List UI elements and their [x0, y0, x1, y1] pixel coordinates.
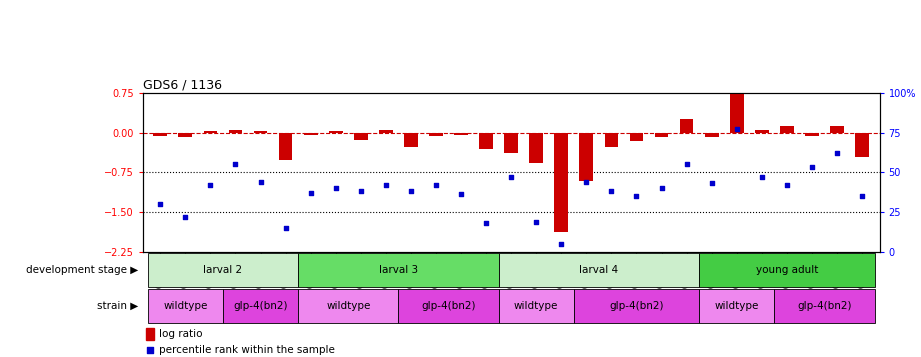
Point — [830, 150, 845, 156]
Bar — [253, 131, 267, 132]
Point — [143, 347, 157, 353]
Bar — [805, 132, 819, 136]
Point — [329, 185, 344, 191]
Point — [779, 182, 794, 188]
Bar — [179, 132, 192, 137]
Bar — [554, 132, 568, 232]
Text: percentile rank within the sample: percentile rank within the sample — [159, 345, 335, 355]
Bar — [147, 253, 298, 287]
Text: GDS6 / 1136: GDS6 / 1136 — [143, 79, 222, 92]
Bar — [530, 132, 543, 163]
Bar — [579, 132, 593, 181]
Bar — [755, 130, 769, 132]
Point — [654, 185, 669, 191]
Text: larval 4: larval 4 — [579, 265, 618, 276]
Point — [529, 218, 543, 224]
Point — [554, 241, 568, 247]
Point — [278, 225, 293, 231]
Text: young adult: young adult — [755, 265, 818, 276]
Text: glp-4(bn2): glp-4(bn2) — [233, 301, 287, 311]
Point — [428, 182, 443, 188]
Bar — [680, 119, 694, 132]
Point — [855, 193, 869, 199]
Point — [153, 201, 168, 207]
Bar — [147, 289, 223, 323]
Text: strain ▶: strain ▶ — [97, 301, 138, 311]
Point — [228, 161, 243, 167]
Bar — [729, 91, 743, 132]
Bar — [429, 132, 443, 136]
Point — [705, 181, 719, 186]
Point — [729, 126, 744, 132]
Point — [679, 161, 694, 167]
Bar — [655, 132, 669, 137]
Point — [504, 174, 519, 180]
Bar — [855, 132, 869, 157]
Bar — [505, 132, 518, 153]
Bar — [279, 132, 293, 160]
Bar — [604, 132, 618, 147]
Bar — [705, 132, 718, 137]
Bar — [329, 131, 343, 132]
Text: wildtype: wildtype — [514, 301, 558, 311]
Point — [604, 188, 619, 194]
Text: wildtype: wildtype — [326, 301, 370, 311]
Bar — [204, 131, 217, 132]
Point — [253, 179, 268, 185]
Point — [403, 188, 418, 194]
Bar — [354, 132, 367, 140]
Bar — [479, 132, 493, 150]
Text: glp-4(bn2): glp-4(bn2) — [798, 301, 852, 311]
Point — [754, 174, 769, 180]
Bar — [304, 132, 318, 135]
Bar — [379, 130, 392, 132]
Text: glp-4(bn2): glp-4(bn2) — [421, 301, 476, 311]
Text: larval 2: larval 2 — [204, 265, 242, 276]
Bar — [630, 132, 644, 141]
Bar — [699, 289, 775, 323]
Point — [354, 188, 368, 194]
Bar — [404, 132, 418, 147]
Bar — [154, 132, 168, 136]
Text: wildtype: wildtype — [163, 301, 207, 311]
Text: larval 3: larval 3 — [379, 265, 418, 276]
Bar — [298, 289, 399, 323]
Point — [579, 179, 594, 185]
Bar — [780, 126, 794, 132]
Text: wildtype: wildtype — [715, 301, 759, 311]
Bar — [498, 253, 699, 287]
Point — [629, 193, 644, 199]
Bar — [454, 132, 468, 135]
Bar — [228, 130, 242, 132]
Bar — [830, 126, 844, 132]
Text: development stage ▶: development stage ▶ — [26, 265, 138, 276]
Bar — [223, 289, 298, 323]
Point — [379, 182, 393, 188]
Bar — [399, 289, 498, 323]
Bar — [146, 328, 155, 340]
Bar — [298, 253, 498, 287]
Bar — [699, 253, 875, 287]
Bar — [574, 289, 699, 323]
Point — [479, 220, 494, 226]
Point — [805, 165, 820, 170]
Point — [454, 192, 469, 197]
Point — [303, 190, 318, 196]
Bar — [775, 289, 875, 323]
Point — [178, 214, 192, 220]
Bar — [498, 289, 574, 323]
Text: glp-4(bn2): glp-4(bn2) — [609, 301, 664, 311]
Text: log ratio: log ratio — [159, 329, 203, 339]
Point — [203, 182, 217, 188]
